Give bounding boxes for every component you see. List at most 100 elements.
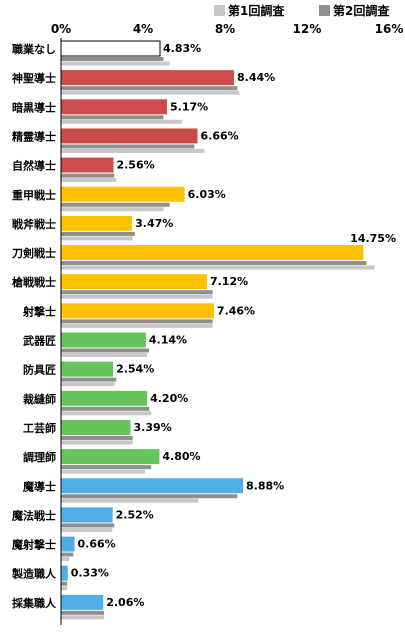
value-label: 8.44% bbox=[237, 71, 275, 84]
bar-main bbox=[61, 478, 244, 494]
legend-swatch-series-2 bbox=[319, 5, 330, 16]
bar-survey-1 bbox=[61, 207, 164, 212]
bar-main bbox=[61, 70, 235, 86]
category-label: 魔法戦士 bbox=[12, 508, 56, 522]
value-label: 6.03% bbox=[188, 188, 226, 201]
value-label: 4.83% bbox=[163, 42, 201, 55]
bar-main bbox=[61, 565, 68, 581]
value-label: 0.66% bbox=[78, 538, 116, 551]
value-label: 6.66% bbox=[201, 129, 239, 142]
value-label: 3.47% bbox=[135, 217, 173, 230]
bar-survey-1 bbox=[61, 178, 117, 183]
bar-survey-1 bbox=[61, 527, 113, 532]
category-label: 調理師 bbox=[23, 450, 56, 464]
bar-survey-1 bbox=[61, 265, 375, 270]
category-label: 裁縫師 bbox=[23, 392, 56, 406]
bar-survey-1 bbox=[61, 411, 152, 416]
bar-survey-2 bbox=[61, 319, 213, 324]
bar-main bbox=[61, 536, 75, 552]
bar-survey-2 bbox=[61, 173, 115, 178]
value-label: 2.06% bbox=[106, 596, 144, 609]
bar-survey-2 bbox=[61, 581, 68, 586]
bar-survey-1 bbox=[61, 353, 148, 357]
value-label: 7.46% bbox=[217, 304, 255, 317]
value-label: 8.88% bbox=[246, 479, 284, 492]
bar-main bbox=[61, 186, 185, 202]
bar-survey-2 bbox=[61, 494, 238, 499]
category-label: 戦斧戦士 bbox=[12, 217, 56, 231]
bar-main bbox=[61, 128, 198, 144]
legend-label-series-1: 第1回調査 bbox=[228, 3, 285, 18]
bar-main bbox=[61, 419, 131, 435]
bar-survey-2 bbox=[61, 290, 213, 295]
x-tick-label: 12% bbox=[293, 22, 322, 36]
bar-survey-1 bbox=[61, 294, 213, 299]
bar-survey-2 bbox=[61, 435, 133, 440]
bar-main bbox=[61, 449, 160, 465]
bar-main bbox=[61, 157, 114, 173]
bar-main bbox=[61, 245, 364, 261]
bar-survey-1 bbox=[61, 498, 199, 503]
x-tick-label: 0% bbox=[51, 22, 71, 36]
bar-main bbox=[61, 99, 167, 115]
bar-survey-2 bbox=[61, 202, 170, 207]
bar-survey-2 bbox=[61, 377, 117, 382]
value-label: 4.80% bbox=[162, 450, 200, 463]
bar-survey-1 bbox=[61, 557, 70, 562]
category-label: 採集職人 bbox=[12, 596, 57, 610]
value-label: 3.39% bbox=[133, 421, 171, 434]
bar-survey-1 bbox=[61, 469, 146, 474]
bar-main bbox=[61, 274, 207, 290]
bar-main bbox=[61, 390, 148, 406]
bar-survey-1 bbox=[61, 586, 68, 591]
legend-label-series-2: 第2回調査 bbox=[333, 3, 390, 18]
category-label: 魔導士 bbox=[23, 479, 56, 493]
value-label: 4.20% bbox=[150, 392, 188, 405]
category-label: 武器匠 bbox=[23, 334, 56, 348]
bar-survey-1 bbox=[61, 119, 182, 124]
category-label: 工芸師 bbox=[23, 421, 56, 435]
bar-survey-1 bbox=[61, 90, 240, 95]
category-label: 魔射撃士 bbox=[12, 538, 56, 552]
bar-survey-2 bbox=[61, 465, 152, 470]
bar-main bbox=[61, 594, 104, 610]
bar-survey-1 bbox=[61, 382, 115, 387]
bar-survey-2 bbox=[61, 610, 105, 615]
x-tick-label: 4% bbox=[133, 22, 153, 36]
value-label: 2.56% bbox=[116, 159, 154, 172]
bar-survey-1 bbox=[61, 61, 170, 66]
bar-survey-2 bbox=[61, 57, 164, 61]
bar-survey-1 bbox=[61, 440, 133, 445]
bar-survey-2 bbox=[61, 115, 164, 120]
value-label: 5.17% bbox=[170, 100, 208, 113]
category-label: 職業なし bbox=[12, 42, 56, 56]
value-label: 14.75% bbox=[350, 232, 396, 245]
legend-swatch-series-1 bbox=[214, 5, 225, 16]
bar-main bbox=[61, 507, 113, 523]
value-label: 0.33% bbox=[71, 567, 109, 580]
bar-main bbox=[61, 332, 146, 348]
x-tick-label: 16% bbox=[375, 22, 404, 36]
bar-main bbox=[61, 303, 214, 319]
bar-survey-1 bbox=[61, 615, 105, 620]
x-tick-label: 8% bbox=[215, 22, 235, 36]
x-axis-ticks: 0% 4% 8% 12% 16% bbox=[51, 22, 404, 36]
category-label: 精霊導士 bbox=[12, 129, 56, 143]
category-label: 製造職人 bbox=[11, 567, 57, 581]
value-label: 2.54% bbox=[116, 363, 154, 376]
category-label: 槍戦戦士 bbox=[11, 275, 56, 289]
bar-survey-2 bbox=[61, 523, 115, 528]
bar-survey-2 bbox=[61, 348, 150, 353]
bar-main bbox=[61, 361, 114, 377]
legend: 第1回調査 第2回調査 bbox=[214, 3, 390, 18]
bar-survey-2 bbox=[61, 261, 367, 266]
bars-layer: 職業なし 4.83% 神聖導士 8.44% 暗黒導士 5.17% 精霊導士 6.66% 自然導士… bbox=[11, 40, 396, 620]
bar-main bbox=[60, 40, 161, 57]
bar-survey-2 bbox=[61, 231, 135, 236]
category-label: 重甲戦士 bbox=[12, 188, 56, 202]
bar-survey-1 bbox=[61, 236, 133, 241]
category-label: 刀剣戦士 bbox=[12, 246, 56, 260]
category-label: 防具匠 bbox=[23, 363, 56, 377]
bar-main bbox=[61, 215, 133, 231]
bar-survey-2 bbox=[61, 86, 238, 91]
